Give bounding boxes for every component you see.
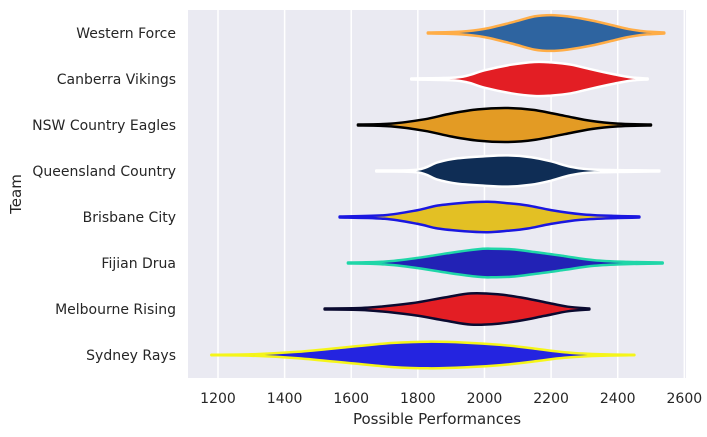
violin-body (338, 200, 641, 234)
x-tick-label: 2200 (533, 391, 569, 407)
violins (210, 13, 666, 370)
y-tick-labels: Western Force Canberra Vikings NSW Country… (32, 26, 176, 364)
plot-background (188, 10, 686, 378)
violin-body (346, 247, 664, 279)
x-tick-labels: 1200 1400 1600 1800 2000 2200 2400 2600 (200, 391, 702, 407)
violin-group (374, 154, 661, 188)
violin-group (323, 291, 591, 327)
x-tick-label: 2000 (467, 391, 503, 407)
x-tick-label: 1200 (200, 391, 236, 407)
x-tick-label: 2400 (600, 391, 636, 407)
x-tick-label: 1800 (400, 391, 436, 407)
x-tick-label: 2600 (667, 391, 703, 407)
violin-body (323, 291, 591, 327)
violin-body (426, 13, 666, 53)
violin-group (346, 247, 664, 279)
y-tick-label: Sydney Rays (86, 348, 176, 364)
y-tick-label: Brisbane City (83, 210, 176, 226)
y-tick-label: Fijian Drua (101, 256, 176, 272)
x-axis-label: Possible Performances (353, 410, 521, 428)
x-tick-label: 1400 (267, 391, 303, 407)
x-tick-label: 1600 (333, 391, 369, 407)
violin-body (356, 106, 653, 144)
violin-body (374, 154, 661, 188)
y-tick-label: Western Force (76, 26, 176, 42)
y-tick-label: NSW Country Eagles (32, 118, 176, 134)
y-tick-label: Canberra Vikings (57, 72, 176, 88)
violin-group (210, 340, 636, 370)
y-axis-label: Team (7, 174, 25, 215)
violin-group (426, 13, 666, 53)
violin-body (210, 340, 636, 370)
violin-group (338, 200, 641, 234)
violin-body (409, 60, 649, 98)
y-tick-label: Melbourne Rising (55, 302, 176, 318)
violin-group (356, 106, 653, 144)
y-tick-label: Queensland Country (32, 164, 176, 180)
violin-group (409, 60, 649, 98)
